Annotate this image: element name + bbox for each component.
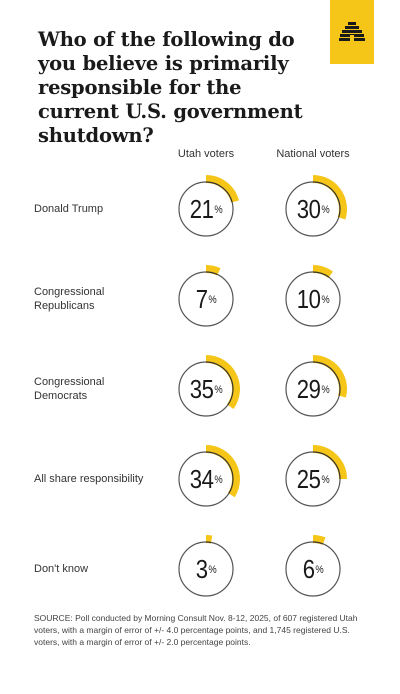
gauge-value: 6% — [286, 555, 340, 583]
gauge-value-number: 34 — [189, 464, 214, 494]
gauge-congressional-republicans-utah: 7% — [174, 265, 238, 331]
gauge-arc-fill — [205, 534, 213, 544]
gauge-svg — [178, 175, 239, 237]
gauge-svg — [178, 355, 240, 417]
gauge-svg — [285, 265, 341, 327]
gauge-donald-trump-utah: 21% — [174, 175, 239, 241]
gauge-value: 25% — [286, 465, 340, 493]
gauge-svg — [285, 445, 347, 507]
beehive-icon — [339, 22, 365, 41]
gauge-arc-line — [312, 271, 330, 278]
gauge-svg — [178, 445, 240, 507]
chart-title: Who of the following do you believe is p… — [38, 28, 303, 147]
row-label-congressional-democrats: Congressional Democrats — [34, 376, 105, 402]
gauge-congressional-republicans-national: 10% — [281, 265, 345, 331]
gauge-congressional-democrats-national: 29% — [281, 355, 347, 421]
gauge-arc-fill — [205, 175, 239, 203]
gauge-value-number: 21 — [189, 194, 214, 224]
row-label-donald-trump: Donald Trump — [34, 203, 104, 215]
gauge-value: 21% — [179, 195, 233, 223]
gauge-percent-sign: % — [315, 564, 324, 576]
gauge-arc-line — [205, 361, 234, 406]
gauge-arc-fill — [205, 445, 240, 498]
gauge-value: 34% — [179, 465, 233, 493]
gauge-value-number: 7 — [195, 284, 208, 314]
gauge-value: 10% — [286, 285, 340, 313]
gauge-percent-sign: % — [214, 204, 223, 216]
gauge-percent-sign: % — [208, 294, 217, 306]
gauge-svg — [178, 265, 234, 327]
gauge-svg — [178, 534, 234, 597]
gauge-value-number: 6 — [302, 554, 315, 584]
logo-badge — [330, 0, 374, 64]
gauge-arc-line — [205, 271, 218, 276]
gauge-arc-fill — [205, 355, 240, 409]
gauge-arc-line — [205, 181, 233, 203]
gauge-arc-fill — [312, 265, 333, 279]
gauge-value-number: 29 — [296, 374, 321, 404]
gauge-arc-line — [205, 451, 234, 494]
gauge-don-t-know-utah: 3% — [174, 534, 238, 601]
gauge-arc-line — [312, 451, 341, 480]
gauge-congressional-democrats-utah: 35% — [174, 355, 240, 421]
gauge-arc-fill — [205, 265, 221, 276]
gauge-percent-sign: % — [214, 474, 223, 486]
gauge-arc-line — [312, 361, 341, 396]
gauge-percent-sign: % — [321, 474, 330, 486]
gauge-arc-fill — [312, 355, 347, 398]
gauge-value: 3% — [179, 555, 233, 583]
gauge-svg — [285, 535, 341, 597]
gauge-arc-fill — [312, 175, 347, 220]
row-label-all-share-responsibility: All share responsibility — [34, 473, 144, 485]
gauge-value-number: 25 — [296, 464, 321, 494]
gauge-percent-sign: % — [321, 204, 330, 216]
gauge-percent-sign: % — [321, 384, 330, 396]
gauge-percent-sign: % — [321, 294, 330, 306]
gauge-value: 7% — [179, 285, 233, 313]
gauge-all-share-responsibility-utah: 34% — [174, 445, 240, 511]
gauge-percent-sign: % — [208, 564, 217, 576]
gauge-value-number: 10 — [296, 284, 321, 314]
gauge-donald-trump-national: 30% — [281, 175, 347, 241]
gauge-arc-fill — [312, 535, 326, 545]
gauge-ring — [178, 541, 234, 597]
gauge-percent-sign: % — [214, 384, 223, 396]
gauge-value: 29% — [286, 375, 340, 403]
gauge-svg — [285, 355, 347, 417]
gauge-value-number: 3 — [195, 554, 208, 584]
gauge-all-share-responsibility-national: 25% — [281, 445, 347, 511]
row-label-don-t-know: Don't know — [34, 563, 89, 575]
gauge-svg — [285, 175, 347, 237]
gauge-don-t-know-national: 6% — [281, 535, 345, 601]
gauge-value: 35% — [179, 375, 233, 403]
gauge-value-number: 30 — [296, 194, 321, 224]
source-note: SOURCE: Poll conducted by Morning Consul… — [34, 613, 358, 647]
column-header-national: National voters — [276, 148, 350, 160]
gauge-value: 30% — [286, 195, 340, 223]
gauge-value-number: 35 — [189, 374, 214, 404]
row-label-congressional-republicans: Congressional Republicans — [34, 286, 105, 312]
column-header-utah: Utah voters — [177, 148, 235, 160]
gauge-arc-fill — [312, 445, 347, 480]
gauge-arc-line — [312, 181, 341, 218]
